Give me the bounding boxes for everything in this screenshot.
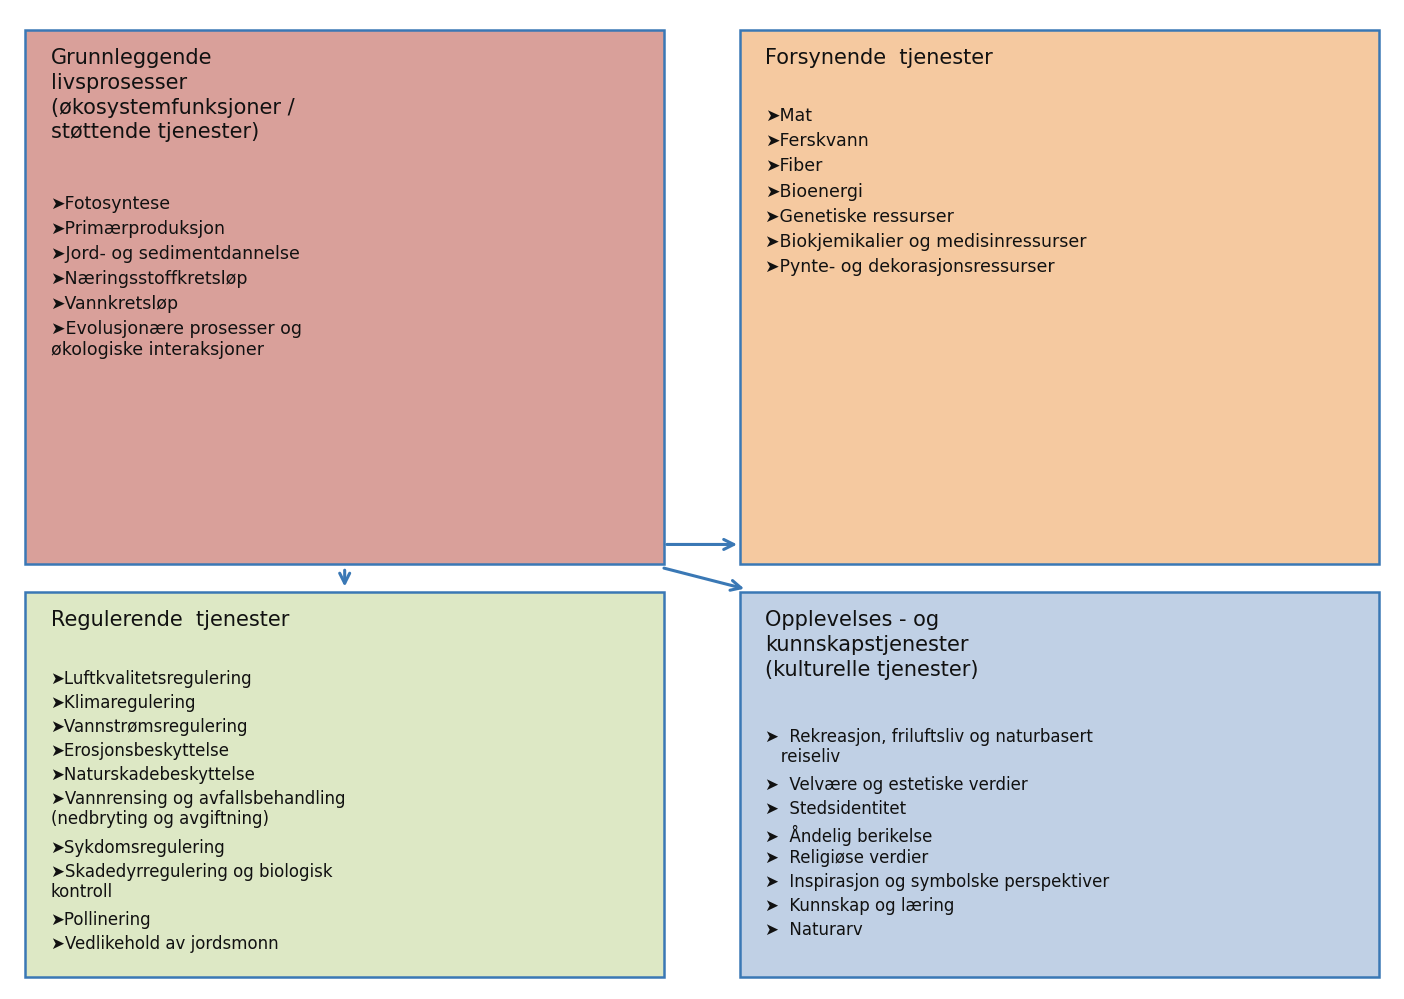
Text: ➤  Rekreasjon, friluftsliv og naturbasert
   reiseliv: ➤ Rekreasjon, friluftsliv og naturbasert… — [765, 728, 1094, 766]
Text: ➤Klimaregulering: ➤Klimaregulering — [51, 693, 197, 711]
Text: ➤Fotosyntese: ➤Fotosyntese — [51, 195, 171, 213]
Text: ➤Pollinering: ➤Pollinering — [51, 911, 152, 929]
Text: ➤Vannrensing og avfallsbehandling
(nedbryting og avgiftning): ➤Vannrensing og avfallsbehandling (nedbr… — [51, 790, 345, 828]
Text: ➤Jord- og sedimentdannelse: ➤Jord- og sedimentdannelse — [51, 245, 299, 263]
Text: ➤Vannstrømsregulering: ➤Vannstrømsregulering — [51, 718, 249, 736]
Text: ➤Skadedyrregulering og biologisk
kontroll: ➤Skadedyrregulering og biologisk kontrol… — [51, 863, 333, 901]
Text: ➤Pynte- og dekorasjonsressurser: ➤Pynte- og dekorasjonsressurser — [765, 258, 1054, 276]
Text: ➤Fiber: ➤Fiber — [765, 158, 823, 176]
Text: ➤  Inspirasjon og symbolske perspektiver: ➤ Inspirasjon og symbolske perspektiver — [765, 873, 1109, 891]
Text: ➤  Religiøse verdier: ➤ Religiøse verdier — [765, 849, 928, 867]
Text: ➤  Velvære og estetiske verdier: ➤ Velvære og estetiske verdier — [765, 776, 1028, 794]
FancyBboxPatch shape — [740, 592, 1379, 977]
Text: ➤Genetiske ressurser: ➤Genetiske ressurser — [765, 208, 955, 226]
Text: ➤  Stedsidentitet: ➤ Stedsidentitet — [765, 800, 907, 818]
Text: Grunnleggende
livsprosesser
(økosystemfunksjoner /
støttende tjenester): Grunnleggende livsprosesser (økosystemfu… — [51, 48, 295, 142]
Text: Forsynende  tjenester: Forsynende tjenester — [765, 48, 993, 68]
Text: ➤  Kunnskap og læring: ➤ Kunnskap og læring — [765, 897, 955, 915]
Text: ➤Vannkretsløp: ➤Vannkretsløp — [51, 296, 178, 314]
Text: ➤Luftkvalitetsregulering: ➤Luftkvalitetsregulering — [51, 669, 253, 687]
Text: ➤Ferskvann: ➤Ferskvann — [765, 132, 869, 150]
Text: ➤Biokjemikalier og medisinressurser: ➤Biokjemikalier og medisinressurser — [765, 233, 1087, 251]
Text: ➤Primærproduksjon: ➤Primærproduksjon — [51, 220, 226, 238]
Text: ➤Næringsstoffkretsløp: ➤Næringsstoffkretsløp — [51, 270, 249, 288]
Text: ➤Bioenergi: ➤Bioenergi — [765, 183, 863, 201]
Text: Regulerende  tjenester: Regulerende tjenester — [51, 610, 289, 630]
Text: ➤Sykdomsregulering: ➤Sykdomsregulering — [51, 839, 225, 857]
FancyBboxPatch shape — [25, 30, 664, 564]
Text: ➤  Naturarv: ➤ Naturarv — [765, 921, 863, 939]
Text: Opplevelses - og
kunnskapstjenester
(kulturelle tjenester): Opplevelses - og kunnskapstjenester (kul… — [765, 610, 979, 680]
Text: ➤Evolusjonære prosesser og
økologiske interaksjoner: ➤Evolusjonære prosesser og økologiske in… — [51, 321, 302, 359]
Text: ➤  Åndelig berikelse: ➤ Åndelig berikelse — [765, 824, 932, 845]
Text: ➤Vedlikehold av jordsmonn: ➤Vedlikehold av jordsmonn — [51, 935, 278, 953]
FancyBboxPatch shape — [740, 30, 1379, 564]
FancyBboxPatch shape — [25, 592, 664, 977]
Text: ➤Erosjonsbeskyttelse: ➤Erosjonsbeskyttelse — [51, 742, 229, 760]
Text: ➤Naturskadebeskyttelse: ➤Naturskadebeskyttelse — [51, 766, 256, 784]
Text: ➤Mat: ➤Mat — [765, 107, 812, 125]
